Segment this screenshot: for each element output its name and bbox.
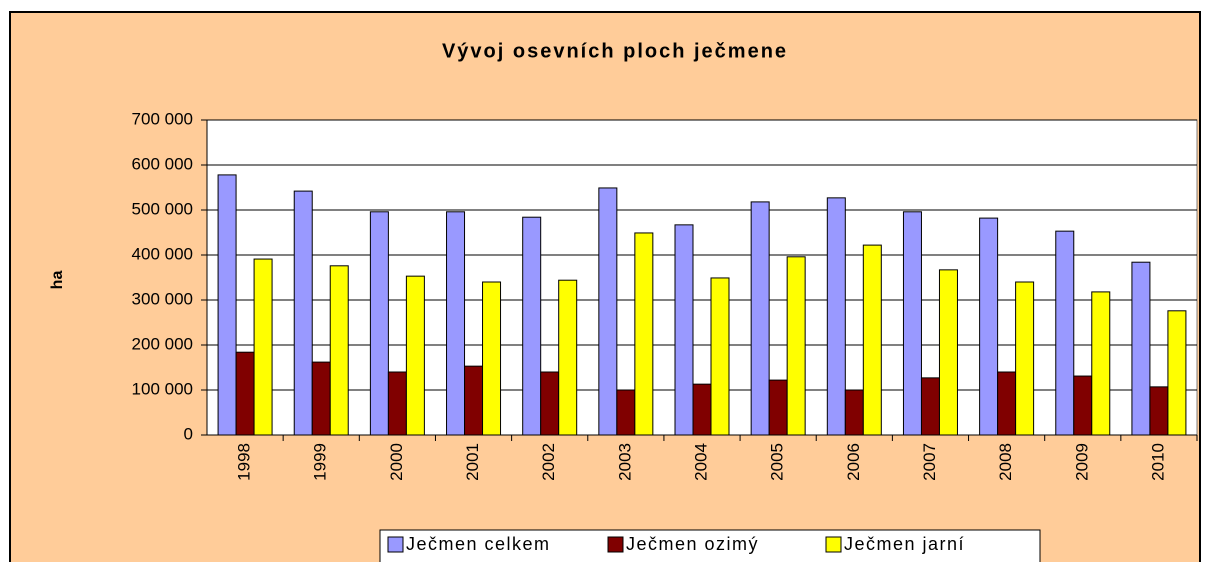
legend: Ječmen celkem Ječmen ozimý Ječmen jarní [379,529,1041,562]
bar [750,201,770,436]
bar [844,389,864,436]
y-tick-label: 200 000 [132,334,193,353]
bar [217,174,237,436]
x-tick-label: 2002 [539,443,558,481]
bar [692,383,712,436]
bar [674,224,694,436]
bar [920,377,940,436]
bar [464,365,484,436]
bar [1073,375,1093,436]
y-tick-label: 500 000 [132,199,193,218]
x-tick-label: 2000 [387,443,406,481]
legend-label: Ječmen ozimý [626,534,759,554]
y-tick-label: 0 [184,424,193,443]
bar [369,211,389,436]
bar [540,371,560,436]
y-tick-label: 400 000 [132,244,193,263]
x-tick-label: 2006 [844,443,863,481]
bar [522,216,542,436]
bar [634,232,654,436]
legend-label: Ječmen jarní [844,534,965,554]
bar [616,389,636,436]
bar [1149,386,1169,436]
x-tick-label: 2009 [1072,443,1091,481]
y-tick-label: 600 000 [132,154,193,173]
legend-swatch [607,536,624,553]
bar [598,187,618,436]
bar [311,361,331,436]
bar [768,379,788,436]
bar [253,258,273,436]
x-tick-label: 2005 [768,443,787,481]
bar [1091,291,1111,436]
x-tick-label: 2010 [1148,443,1167,481]
bar [482,281,502,436]
x-tick-label: 2004 [691,443,710,481]
y-tick-label: 700 000 [132,109,193,128]
bar [446,211,466,436]
bar [293,190,313,436]
bar [1167,310,1187,436]
legend-swatch [825,536,842,553]
legend-label: Ječmen celkem [406,534,551,554]
x-tick-label: 2008 [996,443,1015,481]
bar [710,277,730,436]
bar [1055,230,1075,436]
bar [387,371,407,436]
bar [558,279,578,436]
bar [1015,281,1035,436]
bar [862,244,882,436]
y-tick-label: 100 000 [132,379,193,398]
bar [902,211,922,436]
bar [997,371,1017,436]
x-tick-label: 1998 [235,443,254,481]
bar [235,351,255,436]
bar [938,269,958,436]
bar [329,265,349,436]
bar [405,275,425,436]
bar [979,217,999,436]
bar [786,256,806,436]
y-axis-label: ha [49,271,66,290]
x-tick-label: 2007 [920,443,939,481]
x-tick-label: 2001 [463,443,482,481]
legend-swatch [387,536,404,553]
x-tick-label: 1999 [311,443,330,481]
y-tick-label: 300 000 [132,289,193,308]
x-tick-label: 2003 [615,443,634,481]
bar [826,197,846,436]
chart-title: Vývoj osevních ploch ječmene [442,40,788,62]
legend-box [379,529,1041,562]
bar [1131,261,1151,436]
